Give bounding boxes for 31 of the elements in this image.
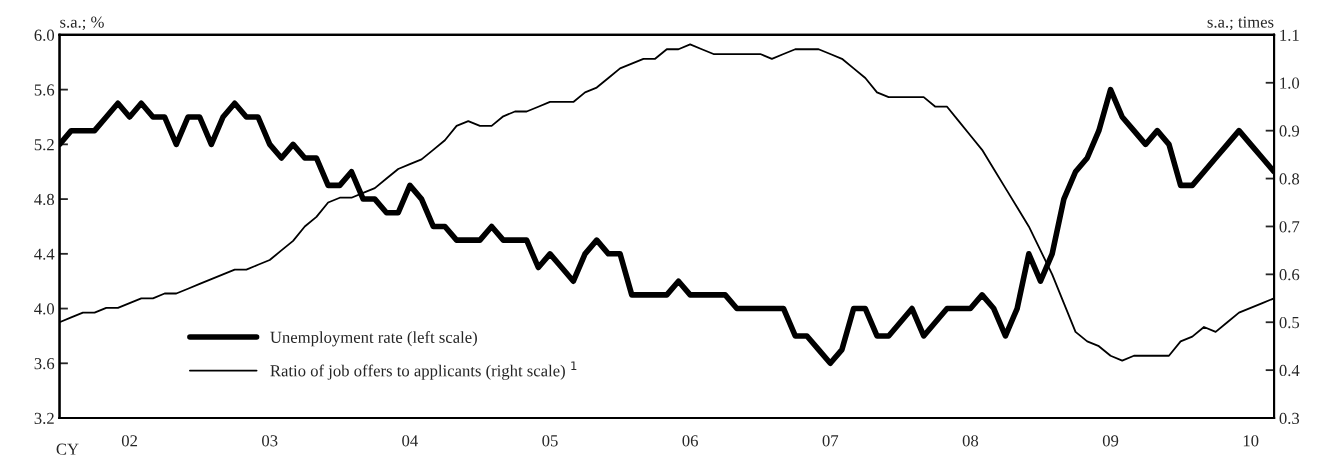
x-tick-label: 06: [682, 435, 698, 447]
x-tick-label: 04: [402, 435, 418, 447]
y-tick-label: 5.2: [34, 139, 54, 151]
x-tick-label: 10: [1243, 435, 1259, 447]
y2-tick-label: 0.6: [1279, 269, 1300, 281]
y-tick-label: 3.6: [34, 358, 55, 370]
y2-tick-label: 0.4: [1279, 364, 1300, 377]
legend-label: Ratio of job offers to applicants (right scale) $^{1}$: [270, 361, 577, 380]
y-tick-label: 4.8: [34, 193, 55, 206]
x-tick-label: 03: [262, 435, 278, 447]
y2-tick-label: 1.0: [1280, 77, 1300, 89]
y-tick-label: 4.0: [34, 303, 55, 315]
x-tick-label: 02: [121, 435, 138, 447]
x-tick-label: 05: [542, 435, 558, 447]
legend-label: Unemployment rate (left scale): [270, 331, 477, 347]
y2-tick-label: 0.9: [1279, 125, 1300, 137]
y-axis-title: s.a.; %: [60, 16, 104, 31]
y-tick-label: 6.0: [34, 29, 55, 41]
y2-tick-label: 0.5: [1279, 316, 1300, 329]
y-tick-label: 4.4: [34, 248, 55, 260]
x-tick-label: 08: [962, 435, 979, 447]
y2-axis-title: s.a.; times: [1207, 16, 1274, 31]
y-tick-label: 5.6: [34, 84, 55, 96]
x-tick-label: 07: [822, 435, 839, 447]
y2-tick-label: 0.8: [1279, 173, 1300, 185]
y-tick-label: 3.2: [34, 412, 54, 425]
y2-tick-label: 0.3: [1279, 412, 1300, 425]
x-axis-title: CY: [56, 443, 79, 455]
y2-tick-label: 1.1: [1280, 29, 1299, 41]
y2-tick-label: 0.7: [1279, 221, 1300, 233]
x-tick-label: 09: [1102, 435, 1119, 447]
